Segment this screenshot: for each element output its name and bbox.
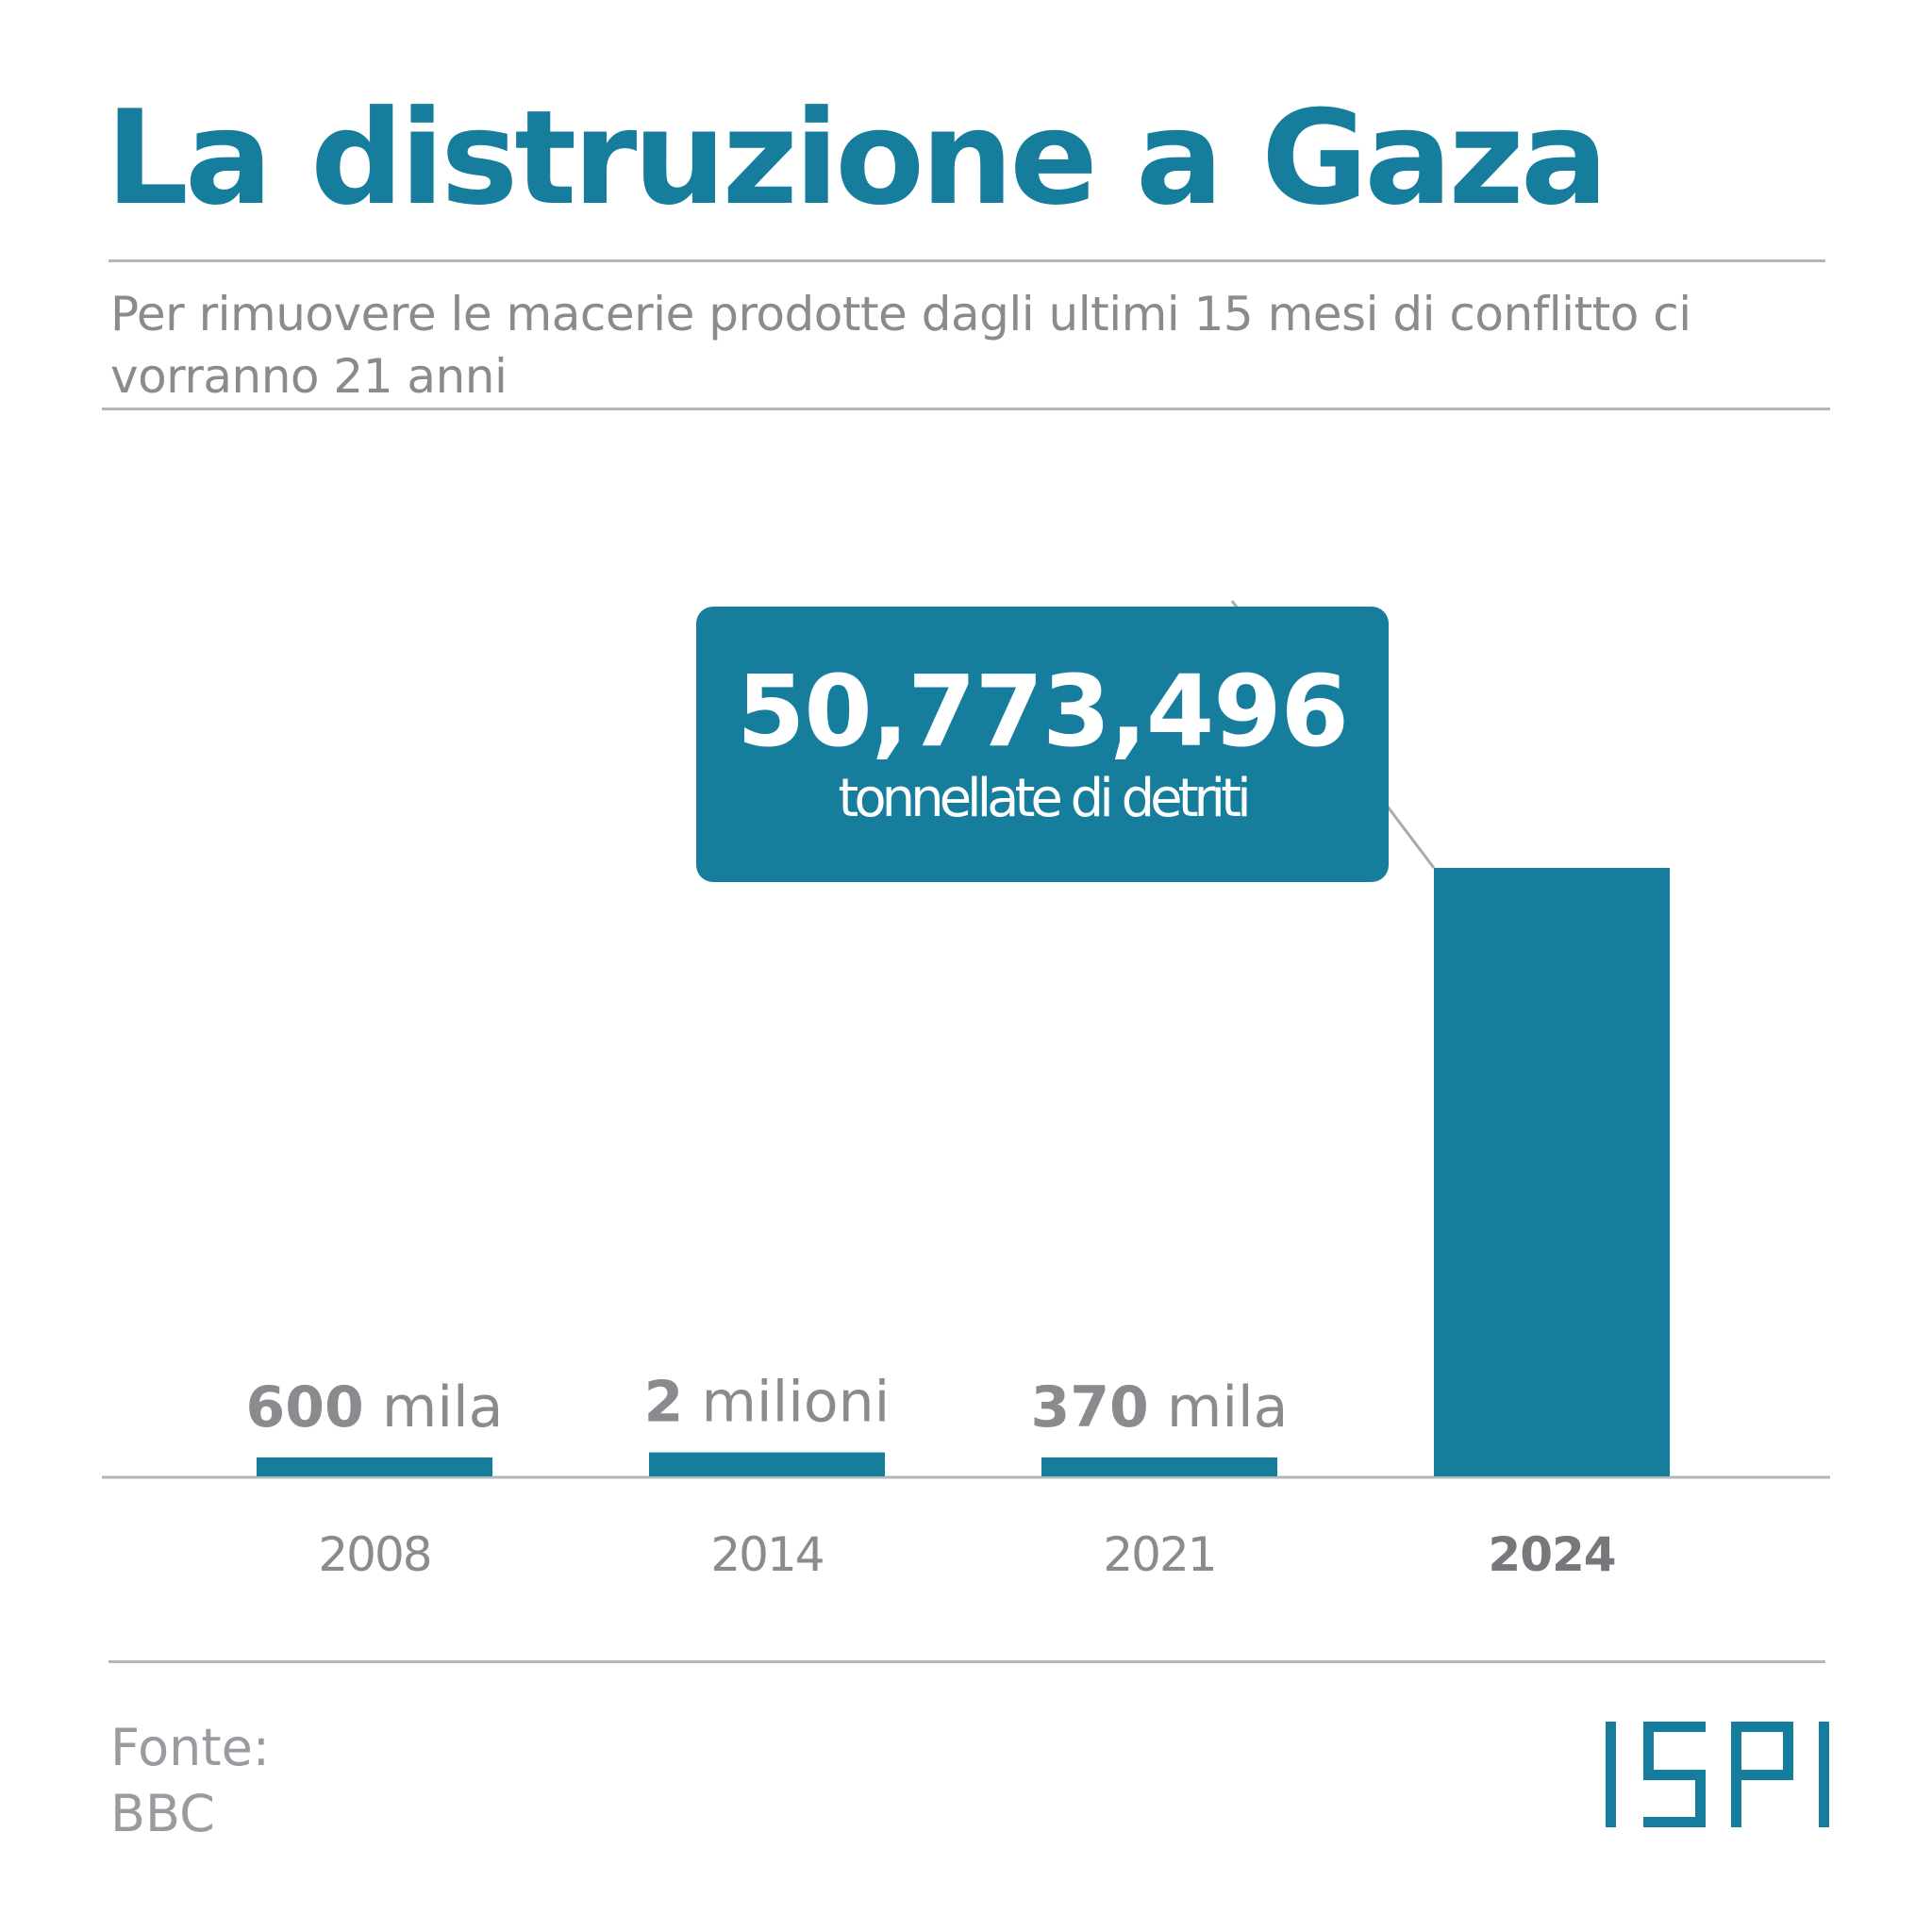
callout-box: 50,773,496 tonnellate di detriti — [696, 607, 1389, 882]
subtitle-divider — [102, 408, 1830, 410]
bar-2024 — [1434, 868, 1670, 1476]
tick-label-2014: 2014 — [710, 1527, 823, 1582]
bar-2014 — [649, 1452, 885, 1476]
value-label-2008: 600 mila — [246, 1374, 504, 1441]
footer-divider — [108, 1660, 1825, 1663]
tick-label-2021: 2021 — [1103, 1527, 1215, 1582]
value-label-2021: 370 mila — [1031, 1374, 1289, 1441]
value-label-2014: 2 milioni — [644, 1370, 891, 1436]
callout-unit: tonnellate di detriti — [838, 768, 1251, 829]
bar-2021 — [1041, 1457, 1277, 1476]
callout-value: 50,773,496 — [737, 654, 1349, 769]
ispi-logo: ISPI — [1606, 1722, 1829, 1827]
title-divider — [108, 259, 1825, 262]
page-title: La distruzione a Gaza — [106, 82, 1608, 234]
tick-label-2024: 2024 — [1488, 1527, 1615, 1582]
tick-label-2008: 2008 — [318, 1527, 430, 1582]
source-value: BBC — [110, 1784, 215, 1843]
source-label: Fonte: — [110, 1718, 270, 1777]
bar-2008 — [257, 1457, 492, 1476]
bar-chart: 2008 600 mila 2014 2 milioni 2021 370 mila 202… — [102, 600, 1830, 1582]
source-note: Fonte: BBC — [110, 1715, 270, 1847]
page-subtitle: Per rimuovere le macerie prodotte dagli … — [110, 287, 1691, 404]
